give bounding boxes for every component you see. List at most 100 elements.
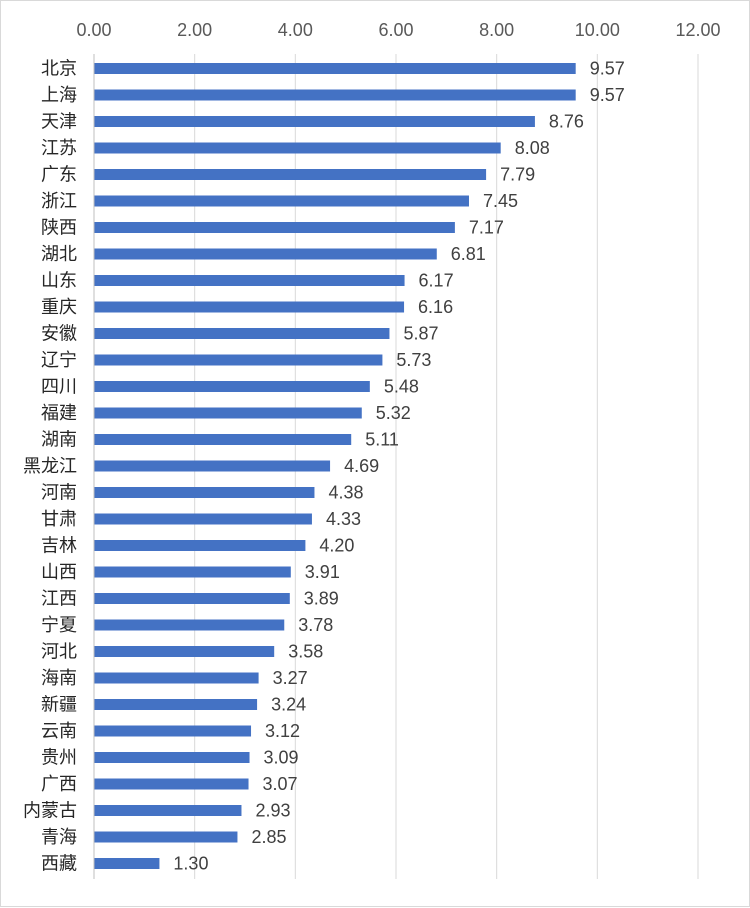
x-tick-label: 0.00	[76, 20, 111, 40]
category-label: 北京	[41, 59, 77, 80]
bar	[94, 725, 252, 737]
data-label: 5.48	[384, 377, 419, 397]
data-label: 6.17	[419, 271, 454, 291]
x-tick-label: 6.00	[378, 20, 413, 40]
category-label: 青海	[41, 827, 77, 848]
bar	[94, 407, 362, 419]
category-label: 辽宁	[41, 350, 77, 371]
data-label: 4.33	[326, 509, 361, 529]
bar	[94, 752, 250, 763]
data-label: 8.08	[515, 138, 550, 158]
category-label: 湖北	[41, 244, 77, 265]
x-axis-ticks: 0.00 2.00 4.00 6.00 8.00 10.00 12.00	[76, 20, 720, 40]
bar	[94, 593, 290, 604]
bar	[94, 619, 285, 631]
x-tick-label: 2.00	[177, 20, 212, 40]
data-label: 4.69	[344, 456, 379, 476]
data-label: 3.91	[305, 562, 340, 582]
data-label: 3.78	[298, 615, 333, 635]
data-label: 4.20	[319, 536, 354, 556]
data-label: 6.81	[451, 244, 486, 264]
x-tick-label: 12.00	[675, 20, 720, 40]
data-label: 3.89	[304, 589, 339, 609]
category-label: 内蒙古	[23, 801, 77, 822]
bar	[94, 63, 576, 74]
category-label: 江苏	[41, 138, 77, 159]
bar	[94, 248, 437, 260]
category-label: 新疆	[41, 695, 77, 716]
bars	[94, 63, 576, 869]
bar	[94, 381, 370, 392]
data-label: 4.38	[328, 483, 363, 503]
bar	[94, 195, 469, 207]
data-label: 5.73	[396, 350, 431, 370]
data-label: 7.17	[469, 218, 504, 238]
data-label: 3.24	[271, 695, 306, 715]
data-label: 7.45	[483, 191, 518, 211]
category-label: 黑龙江	[23, 456, 77, 477]
bar	[94, 513, 312, 525]
category-label: 山西	[41, 562, 77, 583]
category-label: 陕西	[41, 218, 77, 239]
bar	[94, 169, 487, 180]
category-label: 广西	[41, 774, 77, 795]
bar	[94, 222, 455, 233]
bar	[94, 434, 352, 445]
category-label: 广东	[41, 165, 77, 186]
bar	[94, 116, 535, 127]
category-labels: 北京上海天津江苏广东浙江陕西湖北山东重庆安徽辽宁四川福建湖南黑龙江河南甘肃吉林山…	[23, 59, 77, 875]
category-label: 河北	[41, 642, 77, 663]
bar	[94, 858, 160, 869]
bar	[94, 646, 275, 657]
data-label: 9.57	[590, 85, 625, 105]
data-label: 7.79	[500, 165, 535, 185]
data-label: 5.11	[365, 430, 399, 450]
category-label: 贵州	[41, 748, 77, 769]
data-label: 2.85	[251, 827, 286, 847]
category-label: 江西	[41, 589, 77, 610]
bar	[94, 672, 259, 684]
category-label: 上海	[41, 85, 77, 106]
category-label: 四川	[41, 377, 77, 398]
data-label: 8.76	[549, 112, 584, 132]
data-label: 5.32	[376, 403, 411, 423]
bar	[94, 778, 249, 790]
bar	[94, 354, 383, 366]
bar	[94, 831, 238, 843]
bar	[94, 89, 576, 101]
data-label: 5.87	[403, 324, 438, 344]
category-label: 天津	[41, 112, 77, 133]
value-labels: 9.57 9.57 8.76 8.08 7.79 7.45 7.17 6.81 6.17 6.16…	[173, 59, 624, 874]
data-label: 3.09	[264, 748, 299, 768]
category-label: 安徽	[41, 324, 77, 345]
data-label: 3.58	[288, 642, 323, 662]
bar	[94, 142, 501, 154]
data-label: 3.27	[273, 668, 308, 688]
bar	[94, 699, 258, 710]
bar	[94, 460, 331, 472]
data-label: 2.93	[255, 801, 290, 821]
x-tick-label: 10.00	[575, 20, 620, 40]
bar	[94, 805, 242, 816]
bar	[94, 328, 390, 339]
category-label: 福建	[41, 403, 77, 424]
category-label: 吉林	[41, 536, 77, 557]
category-label: 河南	[41, 483, 77, 504]
x-tick-label: 4.00	[278, 20, 313, 40]
category-label: 山东	[41, 271, 77, 292]
category-label: 浙江	[41, 191, 77, 212]
bar	[94, 301, 405, 313]
category-label: 重庆	[41, 297, 77, 318]
data-label: 3.07	[263, 774, 298, 794]
category-label: 云南	[41, 721, 77, 742]
category-label: 西藏	[41, 854, 77, 875]
data-label: 1.30	[173, 854, 208, 874]
x-tick-label: 8.00	[479, 20, 514, 40]
category-label: 宁夏	[41, 615, 77, 636]
bar	[94, 275, 405, 286]
data-label: 6.16	[418, 297, 453, 317]
data-label: 3.12	[265, 721, 300, 741]
category-label: 甘肃	[41, 509, 77, 530]
